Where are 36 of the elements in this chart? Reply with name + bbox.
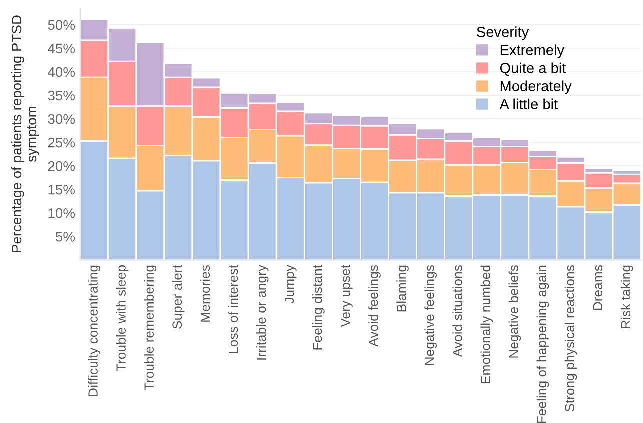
x-tick-label: Trouble remembering bbox=[144, 266, 157, 390]
x-tick-label: Negative beliefs bbox=[508, 265, 522, 358]
legend-label: Extremely bbox=[500, 44, 565, 58]
legend-label: A little bit bbox=[500, 98, 558, 110]
y-tick-label: 45% bbox=[48, 44, 76, 54]
y-tick-label: 50% bbox=[48, 20, 76, 30]
legend-label: Moderately bbox=[500, 80, 572, 94]
y-tick-label: 35% bbox=[48, 90, 76, 101]
x-tick-label: Risk taking bbox=[620, 266, 634, 328]
x-tick-label: Avoid feelings bbox=[368, 265, 381, 347]
x-tick-label: Feeling of happening again bbox=[536, 266, 550, 423]
y-tick-label: 10% bbox=[48, 208, 76, 218]
x-tick-label: Strong physical reactions bbox=[564, 265, 578, 412]
x-tick-label: Jumpy bbox=[284, 265, 297, 304]
x-tick-label: Dreams bbox=[593, 265, 603, 310]
x-tick-label: Irritable or angry bbox=[256, 265, 269, 360]
y-axis-title: Percentage of patients reporting PTSD symptom bbox=[11, 16, 40, 252]
x-tick-label: Blaming bbox=[396, 266, 409, 312]
y-tick-label: 40% bbox=[48, 67, 76, 78]
x-tick-label: Difficulty concentrating bbox=[88, 266, 101, 396]
x-tick-label: Negative feelings bbox=[424, 265, 437, 366]
x-tick-label: Trouble with sleep bbox=[116, 266, 129, 372]
y-tick-label: 30% bbox=[48, 114, 76, 124]
x-tick-label: Memories bbox=[200, 265, 210, 322]
x-tick-label: Emotionally numbed bbox=[480, 266, 494, 384]
y-tick-label: 15% bbox=[48, 184, 76, 195]
y-tick-label: 5% bbox=[56, 232, 76, 242]
x-tick-label: Super alert bbox=[172, 265, 185, 329]
x-tick-label: Very upset bbox=[341, 265, 353, 328]
y-tick-label: 25% bbox=[48, 138, 76, 148]
x-tick-label: Avoid situations bbox=[452, 265, 462, 358]
legend-label: Quite a bit bbox=[500, 62, 566, 76]
y-tick-label: 20% bbox=[48, 161, 76, 172]
x-tick-label: Loss of interest bbox=[228, 265, 238, 354]
legend-title: Severity bbox=[477, 26, 530, 40]
x-tick-label: Feeling distant bbox=[312, 265, 325, 350]
